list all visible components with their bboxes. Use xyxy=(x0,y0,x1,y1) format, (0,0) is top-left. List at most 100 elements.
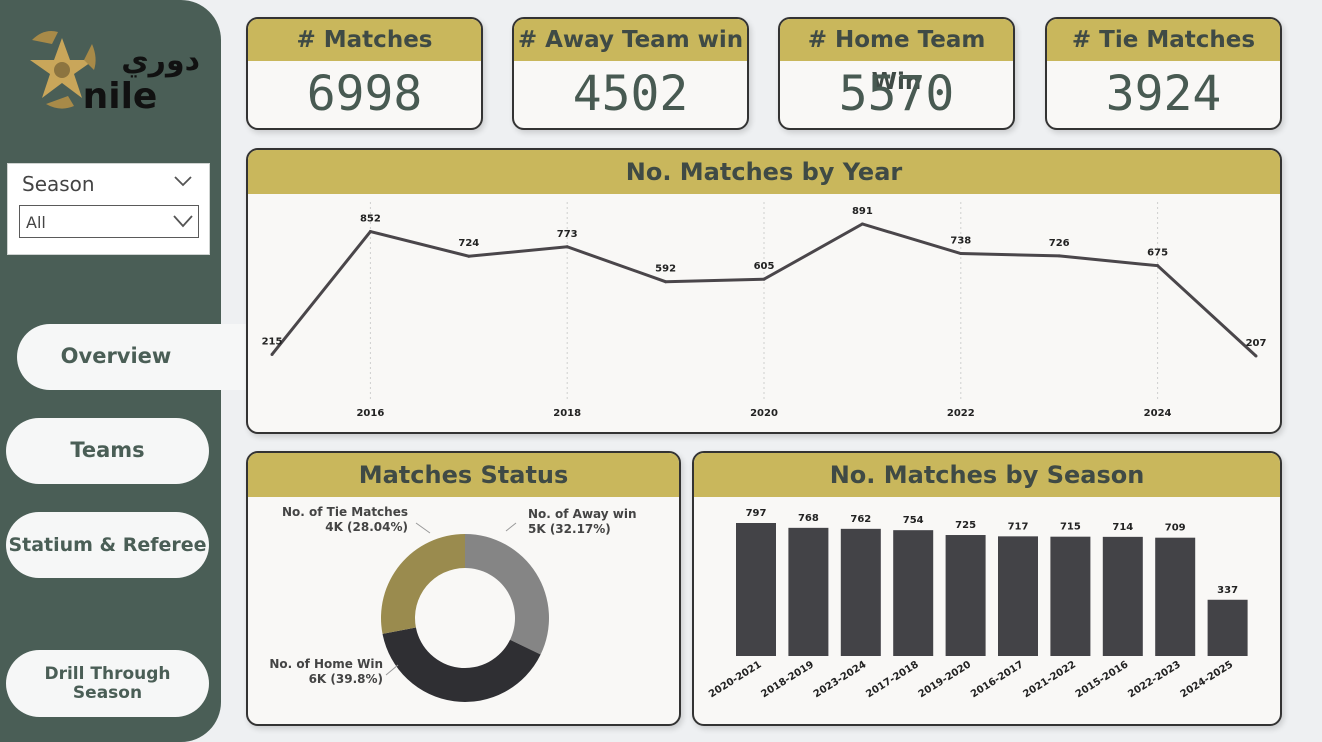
x-tick-label: 2020 xyxy=(750,408,778,419)
kpi-value: 4502 xyxy=(572,66,689,122)
kpi-label: # Away Team win xyxy=(514,19,747,61)
data-label: 852 xyxy=(360,214,381,225)
kpi-card-away-win: # Away Team win 4502 xyxy=(512,17,749,130)
x-tick-label: 2022-2023 xyxy=(1126,659,1183,700)
x-tick-label: 2024-2025 xyxy=(1179,659,1236,700)
kpi-value: 3924 xyxy=(1105,66,1222,122)
kpi-label: # Home Team Win xyxy=(780,19,1013,95)
sidebar: دوري nile Season All Overview Teams Stat… xyxy=(0,0,247,742)
bar[interactable] xyxy=(1050,536,1091,656)
data-point[interactable] xyxy=(959,252,963,256)
kpi-label: # Matches xyxy=(248,19,481,61)
donut-slice[interactable] xyxy=(382,627,541,702)
donut-slice[interactable] xyxy=(465,534,549,655)
x-tick-label: 2022 xyxy=(947,408,975,419)
data-label: 726 xyxy=(1049,238,1070,249)
nav-stadium-referee-button[interactable]: Statium & Referee xyxy=(6,512,209,578)
season-slicer: Season All xyxy=(7,163,210,255)
chevron-down-icon xyxy=(173,215,193,228)
x-tick-label: 2016 xyxy=(356,408,384,419)
slice-label-value: 5K (32.17%) xyxy=(528,522,611,536)
data-point[interactable] xyxy=(1156,264,1160,268)
bar-value-label: 725 xyxy=(955,520,976,531)
data-point[interactable] xyxy=(762,277,766,281)
x-tick-label: 2017-2018 xyxy=(864,659,921,700)
leader-line xyxy=(415,522,431,534)
data-label: 773 xyxy=(557,229,578,240)
bar-value-label: 768 xyxy=(798,513,819,524)
bar[interactable] xyxy=(998,536,1038,656)
star-ball-icon xyxy=(28,31,96,109)
data-point[interactable] xyxy=(565,245,569,249)
data-label: 891 xyxy=(852,206,873,217)
data-label: 675 xyxy=(1147,248,1168,259)
x-tick-label: 2018 xyxy=(553,408,581,419)
kpi-card-home-win: # Home Team Win 5570 xyxy=(778,17,1015,130)
slicer-title: Season xyxy=(22,172,95,196)
x-tick-label: 2021-2022 xyxy=(1021,659,1078,700)
x-tick-label: 2015-2016 xyxy=(1074,659,1131,700)
matches-status-card: Matches Status No. of Away win 5K (32.17%… xyxy=(246,451,681,726)
data-point[interactable] xyxy=(467,254,471,258)
chart-title: No. Matches by Year xyxy=(248,150,1280,194)
data-label: 738 xyxy=(950,236,971,247)
bar[interactable] xyxy=(788,527,829,656)
nile-league-logo: دوري nile xyxy=(28,31,200,116)
nav-drill-through-button[interactable]: Drill Through Season xyxy=(6,650,209,717)
matches-by-season-chart: 797 2020-2021 768 2018-2019 762 2023-2024 754 2… xyxy=(707,508,1248,700)
leader-line xyxy=(385,664,399,676)
kpi-value: 6998 xyxy=(306,66,423,122)
nav-overview-label: Overview xyxy=(60,344,172,369)
data-label: 592 xyxy=(655,264,676,275)
bar-value-label: 714 xyxy=(1112,522,1133,533)
x-tick-label: 2023-2024 xyxy=(812,659,869,700)
nav-drill-through-label-line1: Drill Through xyxy=(44,663,171,684)
bar[interactable] xyxy=(1207,599,1248,656)
bar[interactable] xyxy=(1155,537,1196,656)
season-dropdown-value: All xyxy=(26,213,46,232)
bar[interactable] xyxy=(893,530,934,656)
slice-label-name: No. of Away win xyxy=(528,507,637,521)
data-point[interactable] xyxy=(664,280,668,284)
data-label: 207 xyxy=(1246,338,1267,349)
kpi-card-tie: # Tie Matches 3924 xyxy=(1045,17,1282,130)
matches-by-season-card: No. Matches by Season 797 2020-2021 768 201… xyxy=(692,451,1282,726)
kpi-value: 5570 xyxy=(838,66,955,122)
season-dropdown[interactable]: All xyxy=(19,205,199,238)
bar[interactable] xyxy=(736,523,776,656)
data-point[interactable] xyxy=(270,352,274,356)
bar[interactable] xyxy=(945,535,986,656)
x-tick-label: 2024 xyxy=(1144,408,1172,419)
bar-value-label: 337 xyxy=(1217,585,1238,596)
data-point[interactable] xyxy=(368,230,372,234)
nav-teams-button[interactable]: Teams xyxy=(6,418,209,484)
donut-slice[interactable] xyxy=(381,534,465,634)
leader-line xyxy=(505,522,517,532)
data-point[interactable] xyxy=(1057,254,1061,258)
slice-label-name: No. of Home Win xyxy=(269,657,383,671)
kpi-card-matches: # Matches 6998 xyxy=(246,17,483,130)
logo-arabic-text: دوري xyxy=(121,43,200,78)
x-tick-label: 2016-2017 xyxy=(969,659,1026,700)
x-tick-label: 2018-2019 xyxy=(759,659,816,700)
data-label: 724 xyxy=(458,238,479,249)
matches-by-year-chart: 2016 2018 2020 2022 2024 215 852 724 773 592 605 89… xyxy=(262,202,1267,419)
data-label: 215 xyxy=(262,336,283,347)
bar[interactable] xyxy=(840,528,881,656)
slice-label-value: 6K (39.8%) xyxy=(309,672,383,686)
bar-value-label: 762 xyxy=(850,514,871,525)
bar[interactable] xyxy=(1102,536,1143,656)
slice-label-name: No. of Tie Matches xyxy=(282,505,408,519)
chevron-down-icon[interactable] xyxy=(173,174,193,188)
nav-stadium-referee-label: Statium & Referee xyxy=(8,533,207,556)
bar-value-label: 754 xyxy=(903,515,924,526)
data-point[interactable] xyxy=(1254,354,1258,358)
kpi-label: # Tie Matches xyxy=(1047,19,1280,61)
chart-title: No. Matches by Season xyxy=(694,453,1280,497)
data-point[interactable] xyxy=(860,222,864,226)
nav-overview-button[interactable]: Overview xyxy=(17,324,247,390)
x-tick-label: 2019-2020 xyxy=(917,659,974,700)
nav-drill-through-label-line2: Season xyxy=(72,682,143,703)
logo-latin-text: nile xyxy=(83,76,158,116)
